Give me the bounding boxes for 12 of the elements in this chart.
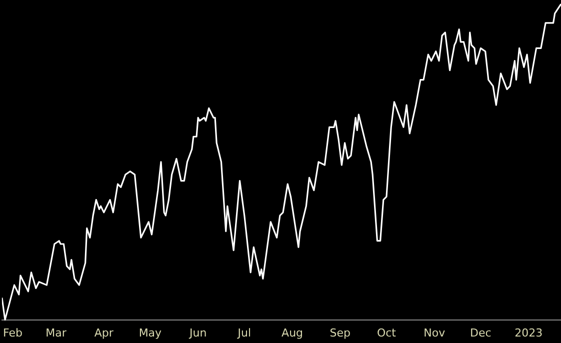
x-tick-label: Jun <box>188 326 207 340</box>
x-tick-label: Nov <box>424 326 446 340</box>
x-tick-label: Jul <box>236 326 252 340</box>
x-tick-label: Sep <box>330 326 351 340</box>
x-tick-label: Feb <box>2 326 22 340</box>
x-tick-label: Oct <box>376 326 397 340</box>
x-tick-label: Aug <box>282 326 304 340</box>
x-tick-label: Apr <box>94 326 114 340</box>
x-tick-label: Dec <box>470 326 492 340</box>
x-tick-label: 2023 <box>514 326 543 340</box>
x-tick-label: May <box>138 326 162 340</box>
x-tick-label: Mar <box>46 326 67 340</box>
